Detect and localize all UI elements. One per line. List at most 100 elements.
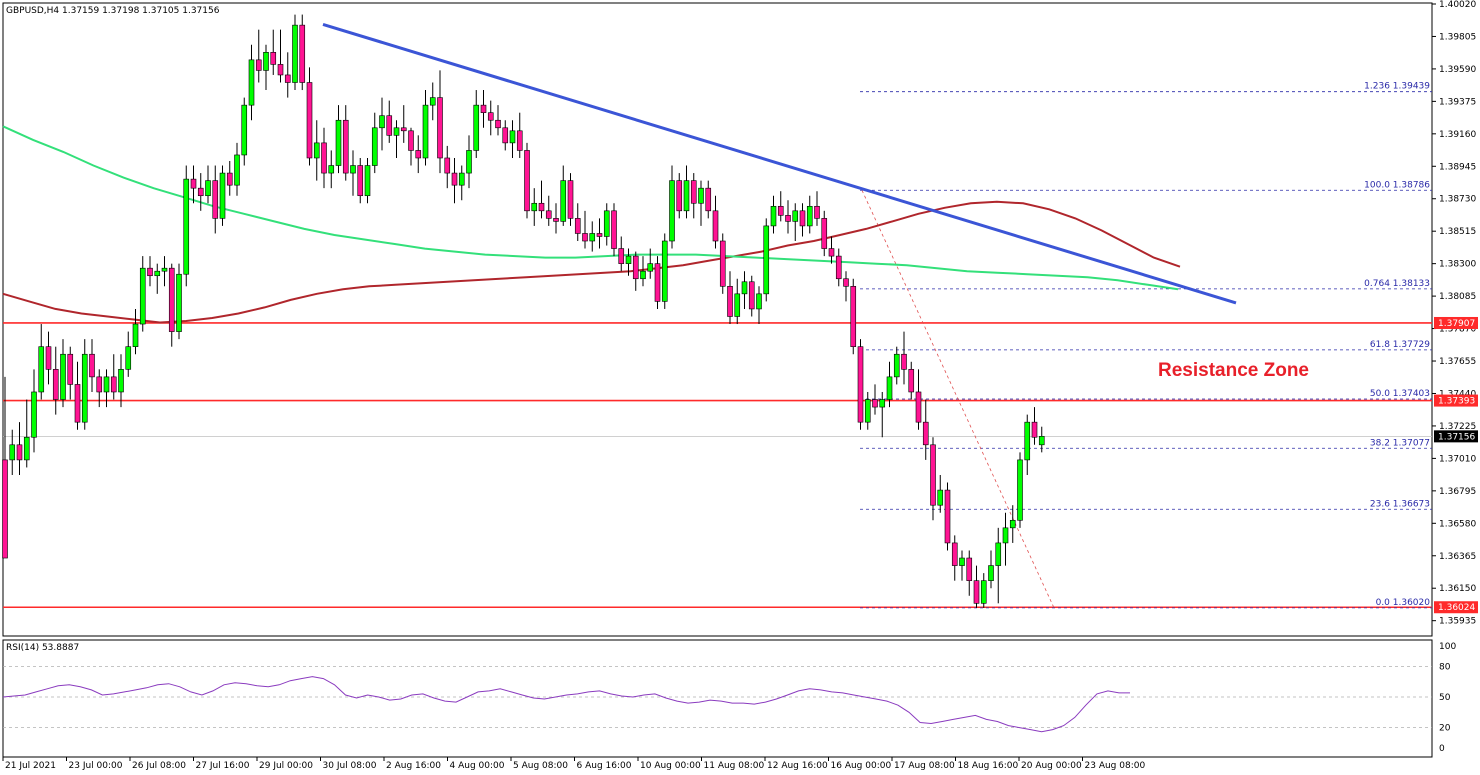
candle — [444, 145, 451, 189]
y-tick-label: 1.39375 — [1439, 97, 1476, 107]
x-tick-label: 27 Jul 16:00 — [196, 761, 250, 771]
candle-body — [60, 353, 66, 400]
candle — [386, 100, 393, 143]
candle-body — [299, 24, 306, 83]
candle — [618, 236, 625, 272]
candle-body — [545, 210, 552, 219]
candle-body — [103, 376, 110, 393]
candle-body — [785, 215, 791, 222]
candle-body — [147, 267, 153, 277]
chart-frame — [2, 2, 1433, 758]
candle-body — [814, 205, 820, 219]
candle-body — [843, 278, 849, 287]
candle-body — [770, 205, 777, 227]
candlesticks — [2, 14, 1045, 608]
candle-body — [16, 444, 23, 461]
horizontal-levels — [3, 322, 1432, 609]
candle — [647, 248, 654, 279]
candle — [23, 399, 30, 468]
price-tag-label: 1.36024 — [1438, 603, 1475, 613]
candle — [466, 135, 472, 189]
candle — [661, 233, 668, 309]
candle-body — [205, 180, 211, 197]
candle-body — [284, 74, 291, 83]
candle-body — [52, 369, 59, 400]
candle — [103, 369, 110, 408]
candle-body — [67, 353, 74, 385]
candle — [538, 180, 545, 219]
y-tick-label: 1.37870 — [1439, 325, 1476, 335]
candle-body — [611, 210, 617, 249]
fib-level-label: 23.6 1.36673 — [1370, 499, 1430, 509]
fib-level-label: 38.2 1.37077 — [1370, 438, 1430, 448]
candle-body — [589, 233, 596, 242]
candle-body — [74, 384, 81, 423]
candle — [205, 165, 211, 204]
price-tag-label: 1.37907 — [1438, 319, 1475, 329]
candle — [516, 112, 523, 158]
candle-body — [712, 210, 719, 242]
candle-body — [618, 248, 625, 264]
candle — [545, 195, 552, 226]
candle — [719, 233, 726, 294]
candle — [712, 195, 719, 249]
candle-body — [408, 130, 414, 151]
candle — [364, 157, 371, 204]
candle-body — [350, 165, 356, 174]
y-tick-label: 1.39590 — [1439, 65, 1476, 75]
candle-body — [596, 233, 603, 237]
candle — [118, 354, 124, 408]
candle — [632, 251, 639, 291]
candle — [74, 361, 81, 430]
candle-body — [872, 399, 878, 408]
candle — [1009, 505, 1016, 543]
rsi-line — [2, 676, 1130, 733]
candle-body — [335, 119, 342, 166]
candle — [139, 256, 146, 332]
candle-body — [734, 293, 741, 317]
candle-body — [248, 59, 255, 106]
candle — [937, 475, 944, 513]
candle — [553, 203, 559, 234]
candle — [212, 165, 219, 234]
symbol-label: GBPUSD,H4 — [6, 6, 59, 16]
candle-body — [516, 130, 523, 151]
candle — [408, 127, 414, 166]
candle-body — [553, 218, 559, 222]
candle-body — [321, 142, 327, 174]
fib-level-label: 50.0 1.37403 — [1370, 389, 1430, 399]
candle-body — [415, 150, 422, 159]
y-tick-label: 1.37010 — [1439, 454, 1476, 464]
candle-body — [603, 210, 610, 237]
ma-red-line — [2, 200, 1181, 324]
fibonacci-levels: 1.236 1.39439 100.0 1.38786 0.764 1.38133 6… — [860, 82, 1432, 609]
candle-body — [908, 369, 915, 393]
candle-body — [38, 346, 45, 393]
candle — [596, 218, 603, 249]
candle-body — [212, 180, 219, 219]
candle — [451, 157, 458, 204]
candle — [966, 550, 973, 596]
candle-body — [951, 542, 958, 566]
candle — [2, 376, 8, 559]
rsi-axis-label: 80 — [1439, 662, 1451, 672]
candle — [1024, 414, 1031, 475]
candle — [67, 346, 74, 400]
x-tick-label: 21 Jul 2021 — [5, 761, 56, 771]
candle — [487, 100, 494, 136]
candle — [770, 195, 777, 234]
candle — [60, 339, 66, 408]
price-tag-box — [1434, 601, 1478, 614]
candle — [756, 286, 762, 325]
trendline[interactable] — [322, 22, 1237, 305]
candle-body — [647, 263, 654, 272]
candle-body — [255, 59, 262, 71]
candle-body — [241, 104, 248, 156]
candle — [705, 180, 712, 219]
candle — [161, 256, 168, 287]
candle — [480, 90, 487, 128]
candle-body — [538, 202, 545, 212]
candle-body — [161, 267, 168, 272]
candle-body — [1038, 436, 1045, 446]
